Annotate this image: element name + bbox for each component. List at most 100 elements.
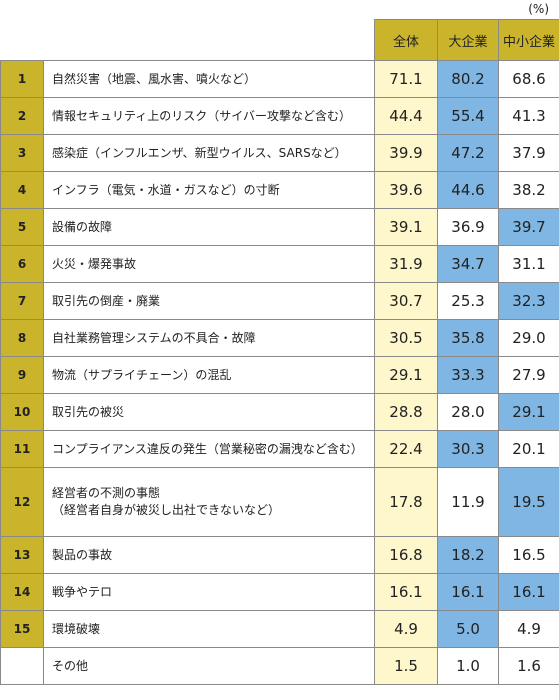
rank-cell: 10	[0, 393, 44, 431]
table-body: 1 自然災害（地震、風水害、噴火など） 71.1 80.2 68.6 2 情報セキュリティ上…	[0, 60, 559, 685]
table-row: 4 インフラ（電気・水道・ガスなど）の寸断 39.6 44.6 38.2	[0, 171, 559, 209]
unit-label: (%)	[528, 2, 549, 16]
value-total: 22.4	[374, 430, 438, 468]
risk-label-cell: 環境破壊	[43, 610, 375, 648]
value-sme: 31.1	[498, 245, 559, 283]
risk-label-cell: 製品の事故	[43, 536, 375, 574]
risk-label-cell: 感染症（インフルエンザ、新型ウイルス、SARSなど）	[43, 134, 375, 172]
value-large: 28.0	[437, 393, 499, 431]
value-sme: 37.9	[498, 134, 559, 172]
value-large: 47.2	[437, 134, 499, 172]
value-sme: 20.1	[498, 430, 559, 468]
risk-label-cell: 取引先の被災	[43, 393, 375, 431]
value-large: 35.8	[437, 319, 499, 357]
risk-label-cell: 自然災害（地震、風水害、噴火など）	[43, 60, 375, 98]
value-total: 39.6	[374, 171, 438, 209]
value-total: 28.8	[374, 393, 438, 431]
rank-cell: 5	[0, 208, 44, 246]
table-row: 5 設備の故障 39.1 36.9 39.7	[0, 208, 559, 246]
value-sme: 29.0	[498, 319, 559, 357]
rank-cell: 3	[0, 134, 44, 172]
risk-label-cell: 自社業務管理システムの不具合・故障	[43, 319, 375, 357]
rank-cell: 1	[0, 60, 44, 98]
risk-label: 戦争やテロ	[52, 584, 113, 599]
table-row: 3 感染症（インフルエンザ、新型ウイルス、SARSなど） 39.9 47.2 37.9	[0, 134, 559, 172]
table-row: 1 自然災害（地震、風水害、噴火など） 71.1 80.2 68.6	[0, 60, 559, 98]
rank-cell: 6	[0, 245, 44, 283]
value-total: 31.9	[374, 245, 438, 283]
table-row: 14 戦争やテロ 16.1 16.1 16.1	[0, 573, 559, 611]
value-sme: 41.3	[498, 97, 559, 135]
value-large: 80.2	[437, 60, 499, 98]
value-total: 44.4	[374, 97, 438, 135]
risk-label-cell: 取引先の倒産・廃業	[43, 282, 375, 320]
risk-label-cell: 情報セキュリティ上のリスク（サイバー攻撃など含む）	[43, 97, 375, 135]
table-row: 8 自社業務管理システムの不具合・故障 30.5 35.8 29.0	[0, 319, 559, 357]
value-sme: 1.6	[498, 647, 559, 685]
table-row: 10 取引先の被災 28.8 28.0 29.1	[0, 393, 559, 431]
value-total: 29.1	[374, 356, 438, 394]
risk-label-cell: コンプライアンス違反の発生（営業秘密の漏洩など含む）	[43, 430, 375, 468]
header-row: 全体 大企業 中小企業	[0, 19, 559, 61]
column-header-total: 全体	[374, 19, 438, 61]
value-large: 18.2	[437, 536, 499, 574]
value-sme: 39.7	[498, 208, 559, 246]
rank-cell: 12	[0, 467, 44, 537]
value-total: 16.1	[374, 573, 438, 611]
value-large: 55.4	[437, 97, 499, 135]
value-total: 39.9	[374, 134, 438, 172]
risk-label-cell: インフラ（電気・水道・ガスなど）の寸断	[43, 171, 375, 209]
value-sme: 38.2	[498, 171, 559, 209]
risk-label: 環境破壊	[52, 621, 101, 636]
table-row: 12 経営者の不測の事態 （経営者自身が被災し出社できないなど） 17.8 11.9 19…	[0, 467, 559, 537]
table-row: 6 火災・爆発事故 31.9 34.7 31.1	[0, 245, 559, 283]
risk-label: 設備の故障	[52, 219, 113, 234]
risk-label: その他	[52, 658, 89, 673]
risk-label: 情報セキュリティ上のリスク（サイバー攻撃など含む）	[52, 108, 352, 123]
value-sme: 16.1	[498, 573, 559, 611]
risk-label: 経営者の不測の事態	[52, 486, 161, 500]
risk-label-cell: 設備の故障	[43, 208, 375, 246]
risk-label: 製品の事故	[52, 547, 113, 562]
value-sme: 16.5	[498, 536, 559, 574]
risk-label: 火災・爆発事故	[52, 256, 137, 271]
risk-sublabel: （経営者自身が被災し出社できないなど）	[52, 503, 281, 517]
table-row: 9 物流（サプライチェーン）の混乱 29.1 33.3 27.9	[0, 356, 559, 394]
value-total: 39.1	[374, 208, 438, 246]
risk-label: 自然災害（地震、風水害、噴火など）	[52, 71, 257, 86]
rank-cell: 2	[0, 97, 44, 135]
value-total: 1.5	[374, 647, 438, 685]
table-row: 13 製品の事故 16.8 18.2 16.5	[0, 536, 559, 574]
rank-cell: 4	[0, 171, 44, 209]
value-large: 30.3	[437, 430, 499, 468]
risk-label: 取引先の被災	[52, 404, 125, 419]
column-header-large: 大企業	[437, 19, 499, 61]
value-large: 44.6	[437, 171, 499, 209]
rank-cell: 7	[0, 282, 44, 320]
value-large: 25.3	[437, 282, 499, 320]
value-sme: 19.5	[498, 467, 559, 537]
value-total: 30.5	[374, 319, 438, 357]
rank-cell: 8	[0, 319, 44, 357]
value-total: 30.7	[374, 282, 438, 320]
rank-cell: 14	[0, 573, 44, 611]
risk-label: 物流（サプライチェーン）の混乱	[52, 367, 232, 382]
risk-label: コンプライアンス違反の発生（営業秘密の漏洩など含む）	[52, 441, 363, 456]
value-total: 71.1	[374, 60, 438, 98]
table-row: 15 環境破壊 4.9 5.0 4.9	[0, 610, 559, 648]
risk-label-cell: 火災・爆発事故	[43, 245, 375, 283]
value-sme: 68.6	[498, 60, 559, 98]
value-large: 11.9	[437, 467, 499, 537]
table-row: その他 1.5 1.0 1.6	[0, 647, 559, 685]
column-header-sme: 中小企業	[498, 19, 559, 61]
risk-label: インフラ（電気・水道・ガスなど）の寸断	[52, 182, 280, 197]
header-blank	[0, 19, 375, 61]
value-sme: 32.3	[498, 282, 559, 320]
table-row: 7 取引先の倒産・廃業 30.7 25.3 32.3	[0, 282, 559, 320]
risk-label-cell: 戦争やテロ	[43, 573, 375, 611]
risk-label-cell: 物流（サプライチェーン）の混乱	[43, 356, 375, 394]
value-large: 36.9	[437, 208, 499, 246]
risk-label: 自社業務管理システムの不具合・故障	[52, 330, 256, 345]
rank-cell: 11	[0, 430, 44, 468]
risk-label: 取引先の倒産・廃業	[52, 293, 161, 308]
